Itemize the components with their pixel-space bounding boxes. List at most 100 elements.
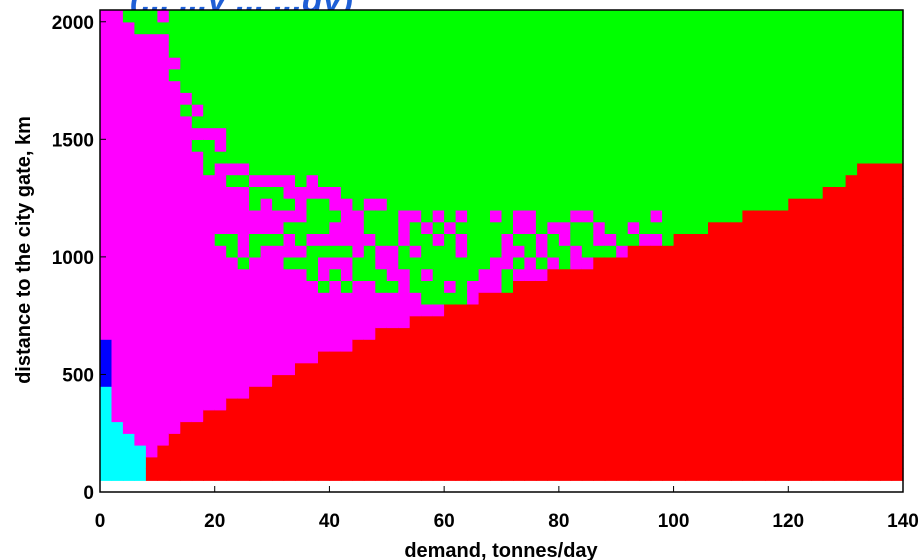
heatmap-cell	[283, 151, 296, 164]
heatmap-cell	[478, 339, 491, 352]
heatmap-cell	[375, 374, 388, 387]
heatmap-cell	[753, 21, 766, 35]
heatmap-cell	[513, 233, 526, 246]
heatmap-cell	[100, 421, 113, 434]
heatmap-cell	[788, 139, 801, 152]
heatmap-cell	[122, 186, 135, 199]
heatmap-cell	[180, 398, 193, 411]
heatmap-cell	[386, 151, 399, 164]
heatmap-cell	[318, 139, 331, 152]
heatmap-cell	[788, 292, 801, 305]
heatmap-cell	[685, 292, 698, 305]
heatmap-cell	[788, 445, 801, 458]
heatmap-cell	[214, 303, 227, 317]
heatmap-cell	[524, 398, 537, 411]
heatmap-cell	[180, 68, 193, 82]
heatmap-cell	[570, 292, 583, 305]
heatmap-cell	[765, 409, 778, 423]
heatmap-cell	[524, 57, 537, 70]
heatmap-cell	[788, 198, 801, 211]
heatmap-cell	[880, 21, 893, 35]
heatmap-cell	[730, 374, 743, 387]
heatmap-cell	[203, 174, 216, 187]
heatmap-cell	[214, 127, 227, 140]
heatmap-cell	[111, 139, 124, 152]
heatmap-cell	[363, 433, 376, 446]
heatmap-cell	[857, 186, 870, 199]
heatmap-cell	[834, 445, 847, 458]
heatmap-cell	[834, 292, 847, 305]
heatmap-cell	[730, 221, 743, 234]
heatmap-cell	[386, 115, 399, 129]
heatmap-cell	[340, 139, 353, 152]
heatmap-cell	[822, 292, 835, 305]
heatmap-cell	[409, 127, 422, 140]
heatmap-cell	[742, 350, 755, 364]
heatmap-cell	[111, 456, 124, 470]
heatmap-cell	[398, 280, 411, 293]
heatmap-cell	[753, 245, 766, 258]
heatmap-cell	[627, 80, 640, 93]
heatmap-cell	[352, 33, 365, 46]
heatmap-cell	[168, 445, 181, 458]
heatmap-cell	[444, 303, 457, 317]
heatmap-cell	[708, 292, 721, 305]
heatmap-cell	[444, 421, 457, 434]
heatmap-cell	[547, 386, 560, 399]
heatmap-cell	[134, 445, 147, 458]
heatmap-cell	[891, 303, 904, 317]
heatmap-cell	[730, 198, 743, 211]
heatmap-cell	[329, 468, 342, 481]
heatmap-cell	[834, 139, 847, 152]
heatmap-cell	[409, 162, 422, 176]
heatmap-cell	[375, 10, 388, 23]
heatmap-cell	[535, 186, 548, 199]
heatmap-cell	[134, 339, 147, 352]
heatmap-cell	[249, 350, 262, 364]
heatmap-cell	[616, 57, 629, 70]
heatmap-cell	[570, 315, 583, 329]
heatmap-cell	[501, 33, 514, 46]
heatmap-cell	[329, 57, 342, 70]
heatmap-cell	[581, 33, 594, 46]
heatmap-cell	[558, 151, 571, 164]
heatmap-cell	[535, 80, 548, 93]
heatmap-cell	[134, 68, 147, 82]
heatmap-cell	[662, 280, 675, 293]
heatmap-cell	[857, 268, 870, 281]
heatmap-cell	[249, 57, 262, 70]
heatmap-cell	[696, 398, 709, 411]
heatmap-cell	[730, 303, 743, 317]
heatmap-cell	[237, 57, 250, 70]
heatmap-cell	[272, 139, 285, 152]
heatmap-cell	[730, 245, 743, 258]
heatmap-cell	[891, 339, 904, 352]
heatmap-cell	[260, 245, 273, 258]
heatmap-cell	[742, 245, 755, 258]
heatmap-cell	[214, 233, 227, 246]
heatmap-cell	[100, 456, 113, 470]
heatmap-cell	[513, 456, 526, 470]
heatmap-cell	[237, 350, 250, 364]
heatmap-cell	[157, 398, 170, 411]
heatmap-cell	[834, 456, 847, 470]
heatmap-cell	[604, 10, 617, 23]
heatmap-cell	[708, 468, 721, 481]
heatmap-cell	[868, 468, 881, 481]
heatmap-cell	[352, 45, 365, 58]
heatmap-cell	[799, 21, 812, 35]
heatmap-cell	[249, 139, 262, 152]
heatmap-cell	[650, 127, 663, 140]
heatmap-cell	[822, 174, 835, 187]
heatmap-cell	[513, 386, 526, 399]
heatmap-cell	[467, 350, 480, 364]
heatmap-cell	[627, 186, 640, 199]
heatmap-cell	[604, 174, 617, 187]
heatmap-cell	[478, 68, 491, 82]
heatmap-cell	[386, 421, 399, 434]
heatmap-cell	[295, 256, 308, 270]
heatmap-cell	[535, 315, 548, 329]
heatmap-cell	[593, 303, 606, 317]
heatmap-cell	[329, 421, 342, 434]
heatmap-cell	[535, 398, 548, 411]
